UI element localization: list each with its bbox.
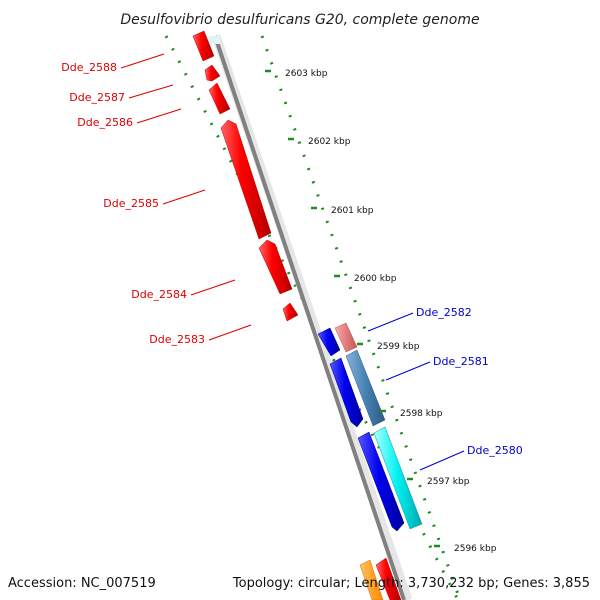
- gene-arrow-dde-2580[interactable]: [373, 426, 423, 530]
- ruler-tick-label: 2596 kbp: [454, 544, 497, 554]
- gene-leader-line: [136, 108, 182, 124]
- gene-label[interactable]: Dde_2580: [467, 444, 523, 457]
- gene-arrow-dde-2583[interactable]: [282, 302, 299, 322]
- ruler-ticks: 2603 kbp 2602 kbp 2601 kbp 2600 kbp 2599 kbp…: [265, 69, 497, 554]
- gene-leader-line: [385, 361, 431, 381]
- gene-leader-line: [162, 189, 206, 205]
- gene-leader-line: [419, 450, 465, 471]
- gene-label[interactable]: Dde_2588: [61, 61, 117, 74]
- genome-backbone: [213, 35, 406, 600]
- ruler-tick-label: 2601 kbp: [331, 206, 374, 216]
- faded-gene-top: [206, 36, 220, 44]
- gene-label[interactable]: Dde_2587: [69, 91, 125, 104]
- gene-arrow-blue-2[interactable]: [329, 357, 364, 428]
- gene-label[interactable]: Dde_2585: [103, 197, 159, 210]
- gene-arrow-dde-2585[interactable]: [220, 119, 272, 240]
- ruler-tick-label: 2597 kbp: [427, 477, 470, 487]
- gene-arrow-blue-3[interactable]: [357, 431, 405, 532]
- gene-arrow-dde-2584[interactable]: [258, 239, 293, 295]
- gene-leader-line: [208, 324, 252, 341]
- gene-leader-line: [120, 53, 165, 69]
- gene-arrow-dde-2586[interactable]: [208, 82, 231, 115]
- gene-arrow-dde-2588[interactable]: [192, 30, 215, 62]
- gene-leader-line: [367, 312, 414, 332]
- gene-arrow-blue-1[interactable]: [317, 327, 341, 357]
- gene-label[interactable]: Dde_2581: [433, 355, 489, 368]
- accession-text: Accession: NC_007519: [8, 576, 156, 591]
- gene-arrow-orange-partial[interactable]: [359, 559, 384, 600]
- gene-arrow-dde-2582[interactable]: [334, 322, 358, 353]
- ruler-tick-label: 2599 kbp: [377, 342, 420, 352]
- left-gene-labels: Dde_2588 Dde_2587 Dde_2586 Dde_2585 Dde_2584…: [61, 53, 252, 346]
- ruler-tick-label: 2603 kbp: [285, 69, 328, 79]
- gene-arrow-dde-2587[interactable]: [204, 64, 221, 82]
- inner-dotted-track: [260, 35, 462, 600]
- gene-arrow-red-partial[interactable]: [375, 557, 402, 600]
- ruler-tick-label: 2598 kbp: [400, 409, 443, 419]
- right-gene-labels: Dde_2582 Dde_2581 Dde_2580: [367, 306, 523, 471]
- gene-arrow-dde-2581[interactable]: [345, 349, 386, 427]
- gene-label[interactable]: Dde_2583: [149, 333, 205, 346]
- ruler-tick-label: 2600 kbp: [354, 274, 397, 284]
- gene-label[interactable]: Dde_2582: [416, 306, 472, 319]
- ruler-tick-label: 2602 kbp: [308, 137, 351, 147]
- gene-leader-line: [128, 84, 174, 99]
- genome-summary-text: Topology: circular; Length: 3,730,232 bp…: [232, 576, 590, 591]
- gene-label[interactable]: Dde_2584: [131, 288, 187, 301]
- map-title: Desulfovibrio desulfuricans G20, complet…: [120, 12, 479, 28]
- gene-leader-line: [190, 279, 236, 296]
- gene-label[interactable]: Dde_2586: [77, 116, 133, 129]
